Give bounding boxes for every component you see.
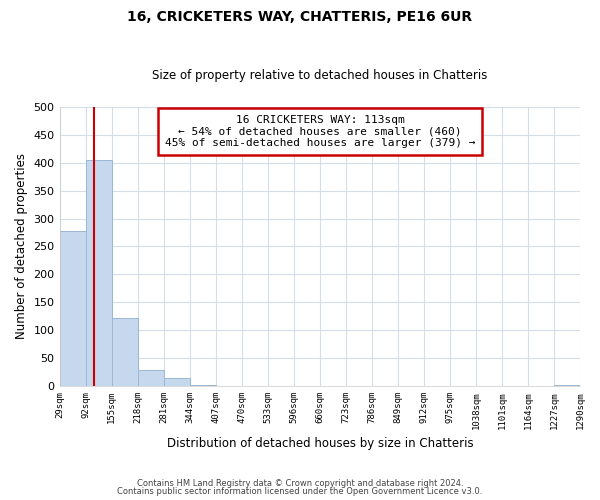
Text: Contains HM Land Registry data © Crown copyright and database right 2024.: Contains HM Land Registry data © Crown c… xyxy=(137,478,463,488)
Bar xyxy=(554,384,580,386)
X-axis label: Distribution of detached houses by size in Chatteris: Distribution of detached houses by size … xyxy=(167,437,473,450)
Bar xyxy=(59,231,86,386)
Text: Contains public sector information licensed under the Open Government Licence v3: Contains public sector information licen… xyxy=(118,487,482,496)
Bar xyxy=(112,318,137,386)
Bar xyxy=(164,378,190,386)
Bar xyxy=(137,370,164,386)
Bar xyxy=(190,384,216,386)
Title: Size of property relative to detached houses in Chatteris: Size of property relative to detached ho… xyxy=(152,69,488,82)
Y-axis label: Number of detached properties: Number of detached properties xyxy=(15,154,28,340)
Text: 16, CRICKETERS WAY, CHATTERIS, PE16 6UR: 16, CRICKETERS WAY, CHATTERIS, PE16 6UR xyxy=(127,10,473,24)
Text: 16 CRICKETERS WAY: 113sqm
← 54% of detached houses are smaller (460)
45% of semi: 16 CRICKETERS WAY: 113sqm ← 54% of detac… xyxy=(165,115,475,148)
Bar xyxy=(86,160,112,386)
